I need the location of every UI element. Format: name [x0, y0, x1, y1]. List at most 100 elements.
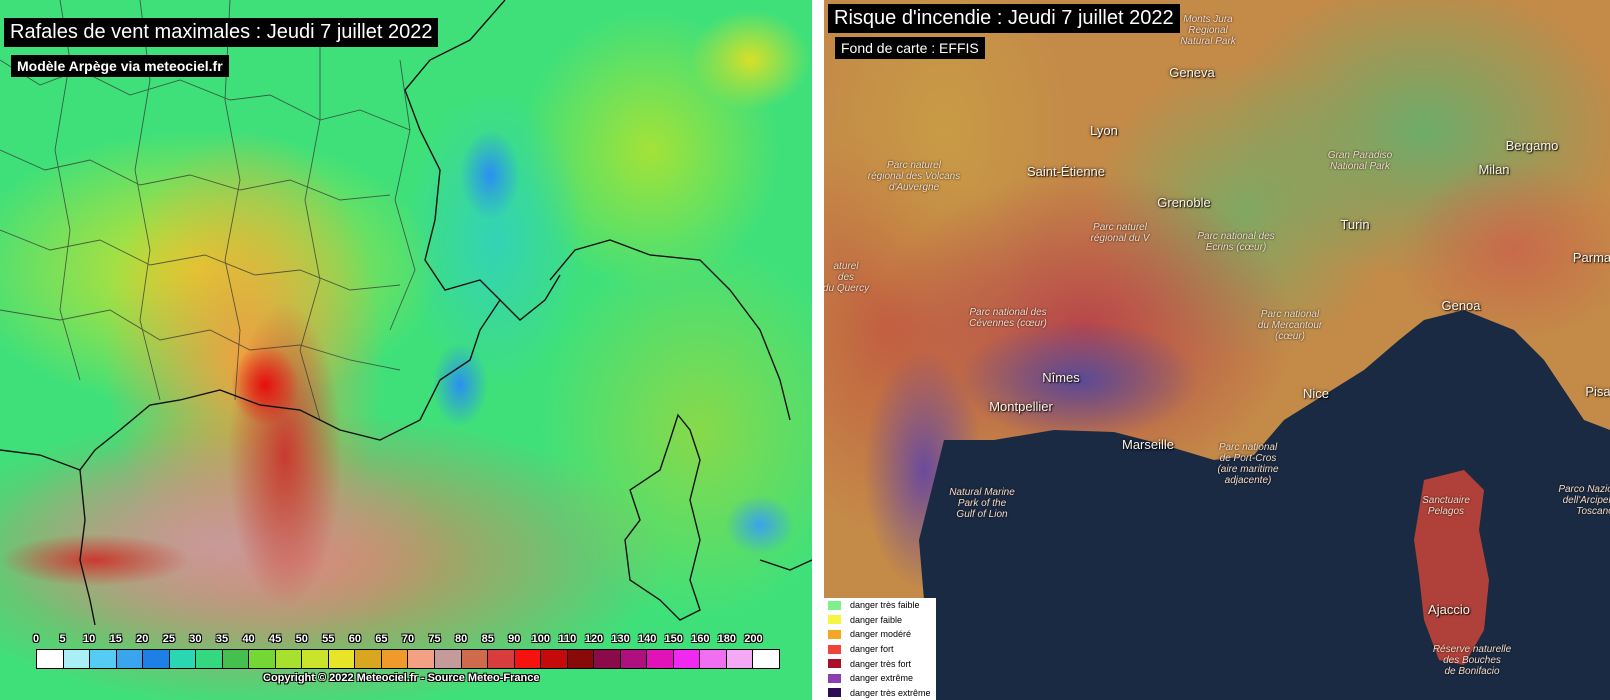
- wind-legend-swatch: [461, 650, 488, 668]
- wind-map-borders: [0, 0, 812, 626]
- wind-legend-swatch: [700, 650, 726, 668]
- wind-legend-label: 15: [109, 633, 122, 645]
- wind-legend-swatch: [726, 650, 753, 668]
- wind-legend-swatch: [753, 650, 779, 668]
- wind-legend-swatch: [434, 650, 461, 668]
- fire-legend-label: danger extrême: [850, 673, 914, 684]
- wind-legend-swatch: [381, 650, 408, 668]
- fire-legend-swatch: [828, 629, 841, 639]
- fire-legend-swatch: [828, 673, 841, 683]
- wind-legend-swatch: [196, 650, 222, 668]
- city-label: Parma: [1572, 250, 1610, 265]
- wind-legend-label: 120: [584, 633, 604, 645]
- fire-legend-swatch: [828, 688, 841, 698]
- city-label: Ajaccio: [1428, 602, 1470, 617]
- city-label: Lyon: [1090, 123, 1118, 138]
- wind-legend-swatch: [567, 650, 594, 668]
- park-label: Parc national du Mercantour (cœur): [1257, 309, 1323, 342]
- fire-map-sea: [919, 310, 1610, 700]
- wind-map-title: Rafales de vent maximales : Jeudi 7 juil…: [4, 18, 439, 47]
- wind-legend-swatch: [63, 650, 90, 668]
- wind-legend-label: 80: [455, 633, 468, 645]
- city-label: Grenoble: [1157, 195, 1211, 210]
- city-label: Marseille: [1121, 437, 1175, 452]
- fire-legend-row: danger fort: [824, 642, 936, 657]
- wind-legend-label: 150: [664, 633, 683, 645]
- wind-legend-swatch: [249, 650, 275, 668]
- fire-legend-row: danger faible: [824, 613, 936, 628]
- city-label: Montpellier: [989, 399, 1053, 414]
- wind-legend-label: 75: [428, 633, 441, 645]
- wind-legend-label: 160: [691, 633, 710, 645]
- wind-legend-label: 55: [322, 633, 335, 645]
- wind-legend-label: 10: [83, 633, 96, 645]
- fire-legend-row: danger très extrême: [824, 686, 936, 700]
- fire-legend-label: danger faible: [850, 614, 903, 625]
- fire-map-subtitle: Fond de carte : EFFIS: [835, 37, 985, 59]
- park-label: Parc national des Cévennes (cœur): [969, 307, 1047, 329]
- wind-legend-swatch: [514, 650, 541, 668]
- city-label: Saint-Étienne: [1026, 164, 1106, 179]
- wind-legend-swatch: [90, 650, 116, 668]
- city-label: Genoa: [1441, 298, 1481, 313]
- wind-legend-label: 0: [32, 633, 40, 645]
- wind-legend-swatch: [594, 650, 620, 668]
- park-label: Parc national de Port-Cros (aire maritim…: [1217, 442, 1279, 486]
- wind-legend-label: 35: [215, 633, 229, 645]
- wind-gust-map: Rafales de vent maximales : Jeudi 7 juil…: [0, 0, 812, 700]
- city-label: Geneva: [1169, 65, 1215, 80]
- fire-legend-swatch: [828, 600, 841, 610]
- wind-legend-label: 25: [162, 633, 175, 645]
- wind-legend-swatch: [541, 650, 567, 668]
- park-label: Parco Nazionale dell'Arcipelago Toscano: [1558, 484, 1610, 517]
- wind-legend-swatch: [302, 650, 328, 668]
- wind-legend: 0 5 10 15 20 25 30 35 40 45 50 55 60 65 70 75 80 85 90 100 1…: [32, 633, 780, 671]
- park-label: aturel des du Quercy: [824, 261, 870, 294]
- park-label: Natural Marine Park of the Gulf of Lion: [949, 487, 1015, 520]
- wind-legend-label: 85: [481, 633, 494, 645]
- wind-legend-labels: 0 5 10 15 20 25 30 35 40 45 50 55 60 65 70 75 80 85 90 100 1…: [32, 633, 780, 648]
- wind-legend-label: 50: [295, 633, 308, 645]
- wind-legend-label: 70: [401, 633, 415, 645]
- fire-risk-map: Risque d'incendie : Jeudi 7 juillet 2022…: [824, 0, 1610, 700]
- wind-legend-swatch: [673, 650, 700, 668]
- wind-legend-swatch: [647, 650, 673, 668]
- wind-legend-label: 60: [348, 633, 361, 645]
- city-label: Milan: [1478, 162, 1510, 177]
- fire-legend-row: danger extrême: [824, 671, 936, 686]
- wind-legend-label: 40: [242, 633, 255, 645]
- park-label: Sanctuaire Pelagos: [1422, 495, 1470, 517]
- wind-legend-label: 200: [744, 633, 763, 645]
- wind-map-copyright: Copyright © 2022 Meteociel.fr - Source M…: [263, 672, 540, 684]
- wind-legend-swatches: [36, 649, 780, 669]
- city-label: Nîmes: [1042, 370, 1080, 385]
- wind-map-subtitle: Modèle Arpège via meteociel.fr: [11, 55, 229, 77]
- fire-legend-label: danger modéré: [850, 629, 912, 640]
- wind-legend-label: 45: [269, 633, 282, 645]
- wind-legend-swatch: [355, 650, 381, 668]
- wind-legend-swatch: [408, 650, 434, 668]
- wind-legend-swatch: [222, 650, 249, 668]
- park-label: Parc national des Écrins (cœur): [1197, 231, 1275, 253]
- wind-legend-swatch: [37, 650, 63, 668]
- fire-legend-row: danger très faible: [824, 598, 936, 613]
- park-label: Parc naturel régional des Volcans d'Auve…: [867, 160, 961, 193]
- wind-legend-label: 100: [531, 633, 551, 645]
- wind-legend-label: 140: [637, 633, 657, 645]
- wind-legend-swatch: [620, 650, 647, 668]
- park-label: Monts Jura Regional Natural Park: [1180, 14, 1236, 47]
- park-label: Parc naturel régional du V: [1090, 222, 1150, 244]
- fire-legend-label: danger très fort: [850, 658, 912, 669]
- wind-legend-swatch: [275, 650, 302, 668]
- wind-legend-label: 5: [59, 633, 66, 645]
- fire-legend-swatch: [828, 615, 841, 625]
- wind-legend-label: 180: [717, 633, 737, 645]
- wind-legend-label: 20: [136, 633, 149, 645]
- fire-map-title: Risque d'incendie : Jeudi 7 juillet 2022: [828, 4, 1180, 33]
- wind-legend-label: 30: [189, 633, 202, 645]
- wind-legend-swatch: [143, 650, 169, 668]
- wind-legend-swatch: [488, 650, 514, 668]
- city-label: Bergamo: [1505, 138, 1559, 153]
- wind-legend-label: 65: [375, 633, 388, 645]
- park-label: Gran Paradiso National Park: [1327, 150, 1393, 172]
